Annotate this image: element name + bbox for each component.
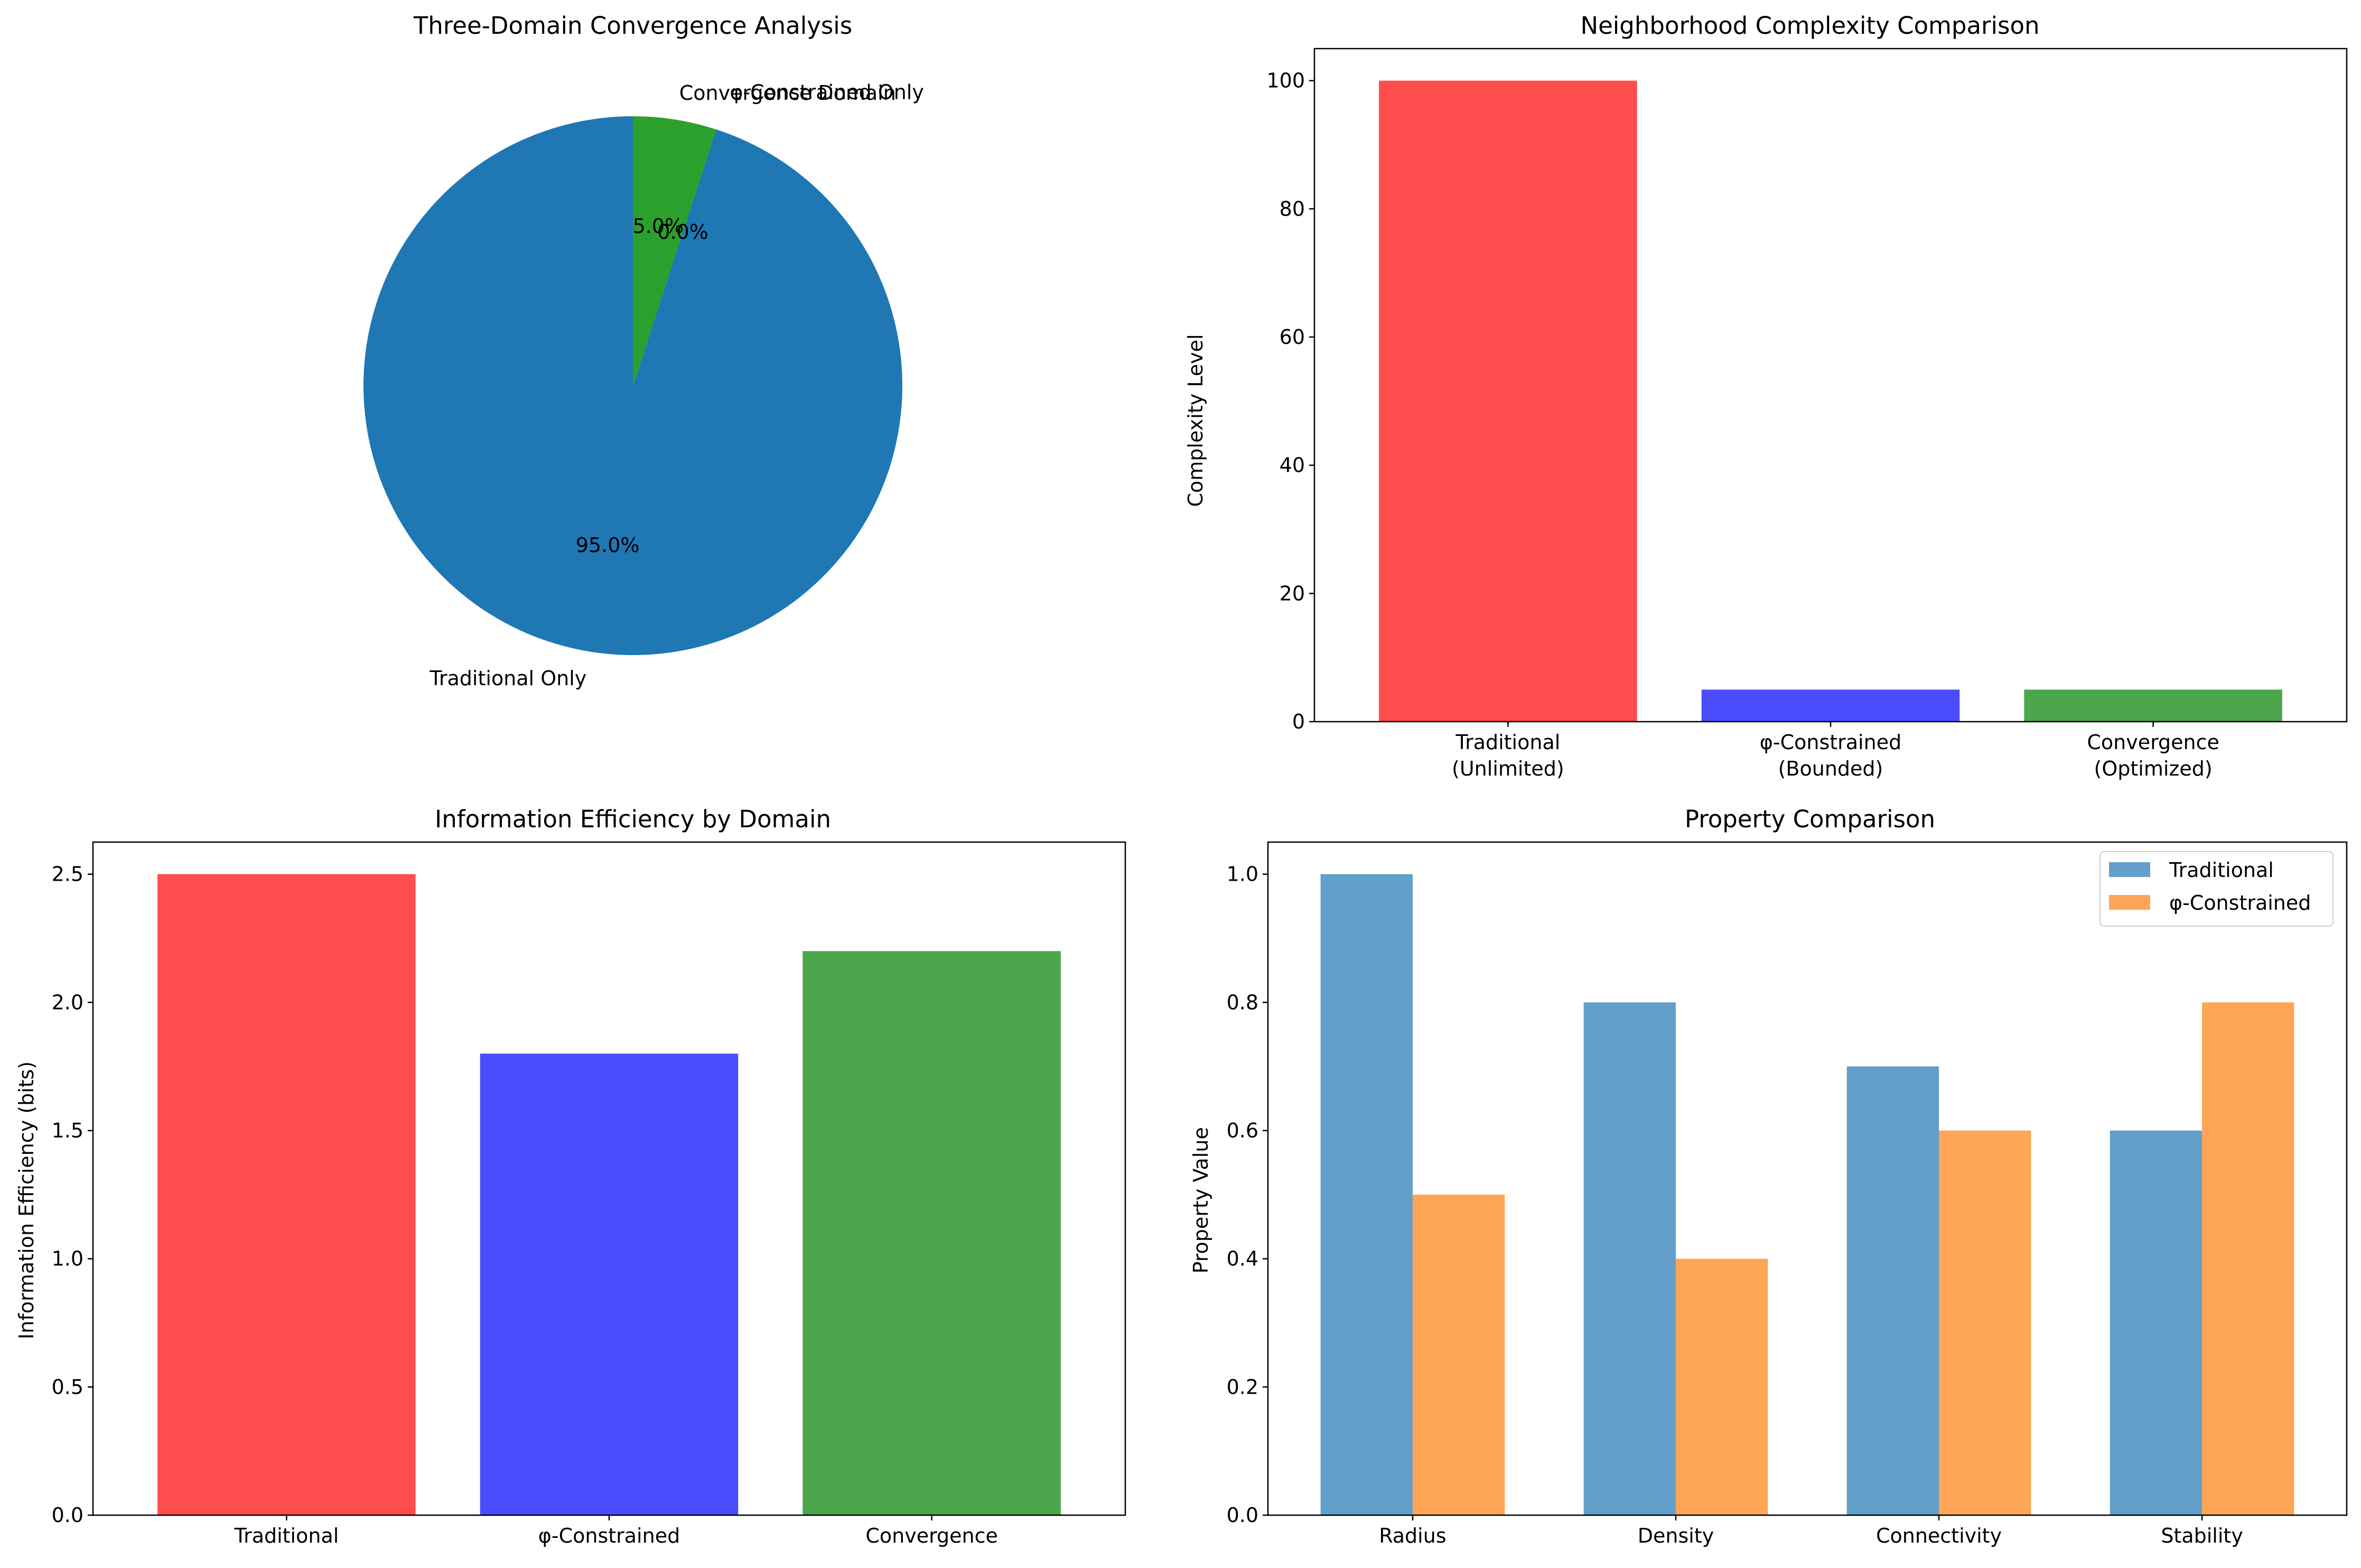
property-y-tick-label-3: 0.6	[1227, 1119, 1258, 1142]
complexity-y-tick-label-1: 20	[1280, 582, 1305, 605]
complexity-bar-2	[2024, 689, 2282, 722]
complexity-y-tick-label-3: 60	[1280, 325, 1305, 349]
pie-slice-2	[633, 116, 716, 386]
complexity-chart-title: Neighborhood Complexity Comparison	[1580, 12, 2039, 40]
efficiency-y-tick-label-0: 0.0	[52, 1504, 83, 1527]
pie-labels: Traditional Only 95.0% φ-Constrained Only 0…	[429, 80, 924, 690]
pie-pct-0: 95.0%	[576, 534, 640, 557]
pie-pct-2: 5.0%	[633, 214, 684, 238]
complexity-bar-0	[1379, 80, 1637, 722]
complexity-y-tick-label-0: 0	[1292, 710, 1305, 733]
complexity-y-tick-label-2: 40	[1280, 454, 1305, 477]
property-bar-1-2	[1939, 1131, 2031, 1515]
property-bar-1-3	[2202, 1002, 2294, 1515]
pie-chart-title: Three-Domain Convergence Analysis	[413, 12, 852, 40]
legend-frame	[2099, 851, 2334, 927]
property-y-tick-label-1: 0.2	[1227, 1375, 1258, 1398]
property-bars	[1320, 874, 2294, 1515]
legend-swatch-phi-constrained	[2109, 895, 2150, 910]
pie-label-0: Traditional Only	[429, 667, 586, 690]
pie-pct-1: 0.0%	[657, 220, 708, 244]
property-axes: 0.0 0.2 0.4 0.6 0.8 1.0 Radius Density Connectiv…	[1227, 841, 2348, 1547]
property-y-axis-label: Property Value	[1189, 1127, 1212, 1273]
efficiency-y-tick-label-2: 1.0	[52, 1247, 83, 1271]
efficiency-x-tick-label-2-0: Convergence	[865, 1524, 998, 1547]
complexity-bars	[1379, 80, 2282, 722]
complexity-y-tick-label-4: 80	[1280, 197, 1305, 220]
property-y-tick-label-4: 0.8	[1227, 991, 1258, 1014]
efficiency-bars	[157, 874, 1061, 1515]
property-y-tick-label-5: 1.0	[1227, 863, 1258, 886]
pie-chart-panel: Three-Domain Convergence Analysis Tradit…	[363, 12, 924, 690]
efficiency-bar-1	[480, 1053, 739, 1515]
property-axes-frame	[1267, 841, 2348, 1516]
efficiency-chart-panel: Information Efficiency by Domain Informa…	[15, 805, 1126, 1547]
legend-label-traditional: Traditional	[2169, 858, 2274, 882]
efficiency-x-tick-label-0-0: Traditional	[234, 1524, 339, 1547]
property-y-tick-label-2: 0.4	[1227, 1247, 1258, 1271]
complexity-y-tick-label-5: 100	[1266, 69, 1305, 92]
property-bar-0-1	[1583, 1002, 1676, 1515]
legend-swatch-traditional	[2109, 862, 2150, 877]
efficiency-bar-2	[802, 951, 1061, 1515]
property-bar-1-1	[1675, 1258, 1768, 1515]
efficiency-y-axis-label: Information Efficiency (bits)	[15, 1061, 38, 1339]
property-x-tick-label-3: Stability	[2161, 1524, 2243, 1547]
efficiency-bar-0	[157, 874, 416, 1515]
pie-label-1: φ-Constrained Only	[730, 80, 924, 104]
property-x-tick-label-1: Density	[1638, 1524, 1714, 1547]
complexity-x-tick-label-2-1: (Optimized)	[2094, 757, 2213, 780]
complexity-x-tick-label-1-1: (Bounded)	[1778, 757, 1883, 780]
property-bar-0-2	[1846, 1066, 1939, 1515]
complexity-x-tick-label-0-0: Traditional	[1455, 731, 1560, 754]
complexity-axes: 0 20 40 60 80 100 Traditional (Unlimited) φ-Cons…	[1266, 48, 2348, 780]
property-bar-0-0	[1320, 874, 1413, 1515]
complexity-x-tick-label-1-0: φ-Constrained	[1760, 731, 1901, 754]
property-x-tick-label-2: Connectivity	[1876, 1524, 2002, 1547]
property-chart-title: Property Comparison	[1685, 805, 1935, 833]
property-y-tick-label-0: 0.0	[1227, 1504, 1258, 1527]
efficiency-y-tick-label-4: 2.0	[52, 991, 83, 1014]
pie-slices	[363, 116, 902, 655]
legend-label-phi-constrained: φ-Constrained	[2169, 891, 2311, 914]
property-x-tick-label-0: Radius	[1379, 1524, 1446, 1547]
property-legend: Traditional φ-Constrained	[2099, 851, 2334, 927]
efficiency-y-tick-label-1: 0.5	[52, 1375, 83, 1398]
property-chart-panel: Property Comparison Property Value 0.00.…	[1189, 805, 2348, 1547]
efficiency-y-tick-label-3: 1.5	[52, 1119, 83, 1142]
efficiency-chart-title: Information Efficiency by Domain	[435, 805, 831, 833]
efficiency-y-tick-label-5: 2.5	[52, 863, 83, 886]
property-bar-1-0	[1412, 1194, 1505, 1515]
pie-label-2: Convergence Domain	[679, 81, 896, 105]
property-bar-0-3	[2110, 1131, 2203, 1515]
efficiency-x-tick-label-1-0: φ-Constrained	[538, 1524, 680, 1547]
complexity-y-axis-label: Complexity Level	[1184, 334, 1207, 507]
complexity-bar-1	[1701, 689, 1960, 722]
efficiency-axes: 0.0 0.5 1.0 1.5 2.0 2.5 Traditional φ-Constrain…	[52, 841, 1126, 1547]
complexity-x-tick-label-0-1: (Unlimited)	[1452, 757, 1564, 780]
complexity-chart-panel: Neighborhood Complexity Comparison Compl…	[1184, 12, 2348, 780]
complexity-x-tick-label-2-0: Convergence	[2087, 731, 2219, 754]
